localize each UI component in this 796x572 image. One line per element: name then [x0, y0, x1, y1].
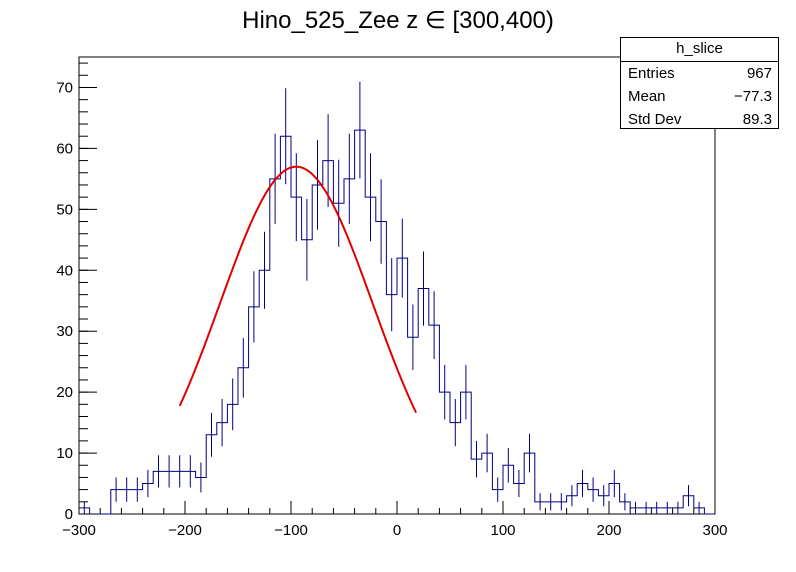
y-tick-label: 50	[56, 201, 73, 218]
stats-value: 967	[746, 65, 772, 82]
y-tick-label: 10	[56, 445, 73, 462]
x-tick-label: 100	[490, 522, 515, 539]
stats-box: h_slice Entries 967 Mean −77.3 Std Dev 8…	[620, 37, 779, 129]
x-tick-label: −300	[62, 522, 96, 539]
stats-value: −77.3	[734, 88, 772, 105]
histogram-outline	[78, 129, 715, 515]
x-tick-label: 0	[393, 522, 401, 539]
stats-name: h_slice	[621, 38, 778, 62]
x-tick-label: 300	[702, 522, 727, 539]
stats-row-stddev: Std Dev 89.3	[621, 108, 778, 131]
y-tick-label: 70	[56, 79, 73, 96]
y-tick-label: 0	[65, 506, 73, 523]
fit-curve	[178, 165, 417, 414]
histogram-layer	[78, 81, 715, 515]
x-tick-label: −200	[168, 522, 202, 539]
chart-title: Hino_525_Zee z ∈ [300,400)	[242, 7, 554, 34]
stats-row-entries: Entries 967	[621, 62, 778, 85]
x-tick-label: −100	[274, 522, 308, 539]
stats-label: Mean	[628, 88, 666, 105]
fit-layer	[178, 165, 417, 414]
y-tick-label: 30	[56, 323, 73, 340]
stats-label: Entries	[628, 65, 675, 82]
y-tick-label: 20	[56, 384, 73, 401]
stats-value: 89.3	[742, 111, 772, 128]
y-tick-label: 40	[56, 262, 73, 279]
y-tick-label: 60	[56, 140, 73, 157]
stats-label: Std Dev	[628, 111, 682, 128]
x-tick-label: 200	[596, 522, 621, 539]
stats-row-mean: Mean −77.3	[621, 85, 778, 108]
axis-layer: −300 −200 −100 0 100 200 300 0 10 20 30 40 50 60 70	[56, 62, 728, 539]
